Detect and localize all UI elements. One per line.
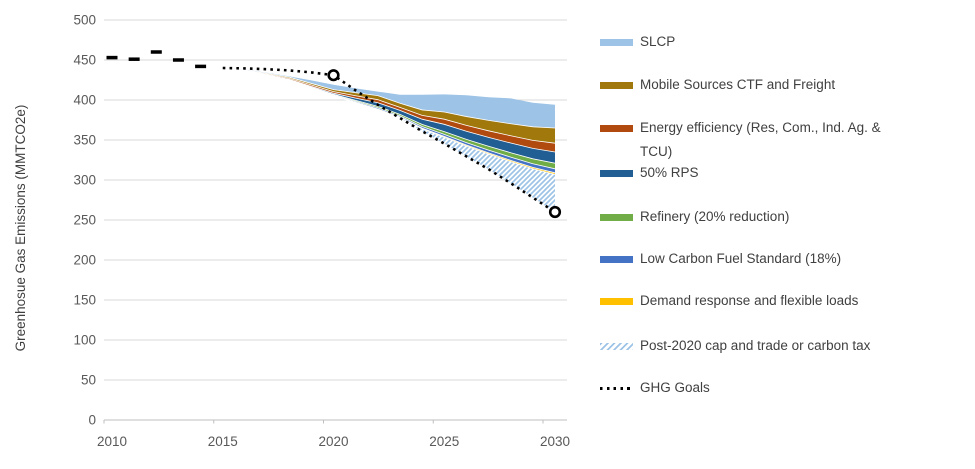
legend-item: 50% RPS [600,161,699,185]
legend-label: SLCP [640,34,676,49]
color-swatch-icon [600,39,633,46]
legend-item: Post-2020 cap and trade or carbon tax [600,334,870,358]
band-seam [222,67,556,164]
gridlines: 0 50 100 150 200 250 300 350 400 450 500 [73,13,567,428]
y-tick-label: 500 [73,13,96,28]
color-swatch-icon [600,298,633,305]
ghg-goals-line [222,66,556,214]
color-swatch-icon [600,125,633,132]
color-swatch-icon [600,214,633,221]
y-tick-label: 100 [73,333,96,348]
historical-dash [106,55,118,60]
area-band-50-rps [222,68,555,164]
legend-item: Mobile Sources CTF and Freight [600,73,835,97]
band-seam [222,67,556,144]
legend-item: Refinery (20% reduction) [600,205,789,229]
historical-emissions [106,50,207,69]
historical-dash [150,50,162,54]
area-band-mobile-sources-ctf-and-freight [222,68,555,144]
x-tick-label: 2030 [540,434,570,449]
legend-label: Low Carbon Fuel Standard (18%) [640,251,842,266]
dotted-line-swatch-icon [600,387,633,390]
y-tick-label: 350 [73,133,96,148]
legend-label: 50% RPS [640,165,699,180]
legend-label: Demand response and flexible loads [640,293,859,308]
legend-label: Refinery (20% reduction) [640,209,790,224]
y-axis-title: Greenhosue Gas Emissions (MMTCO2e) [13,105,28,352]
y-tick-label: 250 [73,213,96,228]
legend-item: Demand response and flexible loads [600,289,858,313]
y-tick-label: 150 [73,293,96,308]
y-tick-label: 50 [81,373,96,388]
color-swatch-icon [600,256,633,263]
stacked-area-bands [222,67,556,212]
x-tick-label: 2010 [97,434,127,449]
goal-marker-2020 [327,69,340,82]
legend-label: Energy efficiency (Res, Com., Ind. Ag. &… [640,120,881,159]
legend-label: GHG Goals [640,380,710,395]
legend-item: GHG Goals [600,376,710,400]
y-tick-label: 200 [73,253,96,268]
y-tick-label: 300 [73,173,96,188]
area-band-slcp [222,68,555,128]
area-band-energy-efficiency-res-com-ind-ag-tcu [222,68,555,152]
legend-item: Energy efficiency (Res, Com., Ind. Ag. &… [600,116,910,164]
x-tick-label: 2025 [429,434,459,449]
y-tick-label: 450 [73,53,96,68]
x-tick-label: 2020 [318,434,348,449]
y-tick-label: 0 [88,413,96,428]
legend-label: Mobile Sources CTF and Freight [640,77,836,92]
y-tick-label: 400 [73,93,96,108]
chart-legend: SLCP Mobile Sources CTF and Freight Energy… [600,0,960,469]
x-tick-label: 2015 [208,434,238,449]
historical-dash [128,57,140,61]
hatch-swatch-icon [600,343,633,350]
band-seam [222,67,556,129]
color-swatch-icon [600,82,633,89]
goal-marker-2030 [548,205,562,219]
legend-label: Post-2020 cap and trade or carbon tax [640,338,871,353]
area-band-refinery-20-reduction [222,68,555,169]
historical-dash [195,64,207,69]
historical-dash [172,58,184,62]
legend-item: SLCP [600,30,675,54]
band-seam [222,67,556,153]
legend-item: Low Carbon Fuel Standard (18%) [600,247,841,271]
color-swatch-icon [600,170,633,177]
